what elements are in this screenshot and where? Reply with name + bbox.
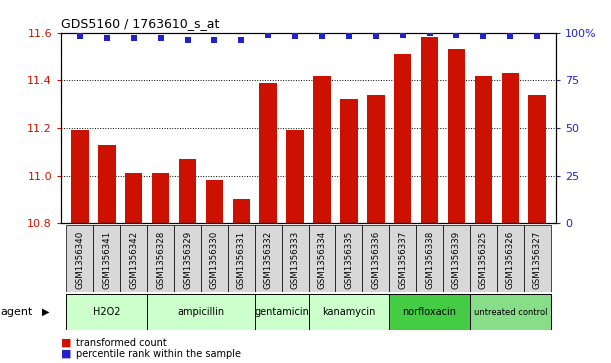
Bar [340,99,357,223]
Bar [228,225,255,292]
Text: ■: ■ [61,338,71,348]
Point [183,37,192,43]
Text: GSM1356336: GSM1356336 [371,231,380,289]
Bar [475,76,492,223]
Text: untreated control: untreated control [474,308,547,317]
Text: transformed count: transformed count [76,338,167,348]
Text: GSM1356330: GSM1356330 [210,231,219,289]
Bar [174,225,201,292]
Bar [309,294,389,330]
Point [156,36,166,41]
Bar [152,173,169,223]
Bar [67,225,93,292]
Bar [497,225,524,292]
Bar [287,130,304,223]
Bar [71,130,89,223]
Point [290,33,300,39]
Bar [470,294,551,330]
Text: GSM1356340: GSM1356340 [75,231,84,289]
Bar [524,225,551,292]
Text: GSM1356329: GSM1356329 [183,231,192,289]
Bar [201,225,228,292]
Text: GSM1356325: GSM1356325 [479,231,488,289]
Text: percentile rank within the sample: percentile rank within the sample [76,349,241,359]
Point [129,36,139,41]
Point [371,33,381,39]
Text: GSM1356334: GSM1356334 [318,231,326,289]
Point [532,33,542,39]
Bar [421,37,438,223]
Bar [367,95,384,223]
Bar [67,294,147,330]
Text: GSM1356326: GSM1356326 [506,231,515,289]
Bar [206,180,223,223]
Bar [233,199,250,223]
Text: ▶: ▶ [42,307,49,317]
Bar [313,76,331,223]
Bar [147,294,255,330]
Bar [255,225,282,292]
Bar [282,225,309,292]
Point [505,33,515,39]
Point [452,32,461,37]
Bar [260,83,277,223]
Bar [502,73,519,223]
Text: GSM1356341: GSM1356341 [102,231,111,289]
Point [425,30,434,36]
Point [210,37,219,43]
Bar [179,159,196,223]
Bar [389,225,416,292]
Bar [362,225,389,292]
Point [236,37,246,43]
Text: agent: agent [1,307,33,317]
Bar [470,225,497,292]
Text: H2O2: H2O2 [93,307,120,317]
Text: ■: ■ [61,349,71,359]
Bar [443,225,470,292]
Text: kanamycin: kanamycin [322,307,376,317]
Point [75,33,85,39]
Point [344,33,354,39]
Bar [529,95,546,223]
Bar [98,144,115,223]
Text: GSM1356331: GSM1356331 [237,231,246,289]
Text: GSM1356339: GSM1356339 [452,231,461,289]
Point [398,32,408,37]
Point [263,32,273,37]
Bar [335,225,362,292]
Bar [120,225,147,292]
Text: gentamicin: gentamicin [254,307,309,317]
Bar [448,49,465,223]
Text: GSM1356328: GSM1356328 [156,231,165,289]
Text: ampicillin: ampicillin [177,307,224,317]
Text: GSM1356342: GSM1356342 [129,231,138,289]
Text: GSM1356338: GSM1356338 [425,231,434,289]
Text: norfloxacin: norfloxacin [403,307,456,317]
Bar [93,225,120,292]
Text: GSM1356327: GSM1356327 [533,231,542,289]
Bar [125,173,142,223]
Bar [394,54,411,223]
Point [102,36,112,41]
Text: GSM1356332: GSM1356332 [264,231,273,289]
Point [317,33,327,39]
Bar [255,294,309,330]
Text: GDS5160 / 1763610_s_at: GDS5160 / 1763610_s_at [61,17,219,30]
Text: GSM1356337: GSM1356337 [398,231,407,289]
Bar [389,294,470,330]
Text: GSM1356333: GSM1356333 [291,231,299,289]
Bar [147,225,174,292]
Bar [309,225,335,292]
Point [478,33,488,39]
Text: GSM1356335: GSM1356335 [345,231,353,289]
Bar [416,225,443,292]
